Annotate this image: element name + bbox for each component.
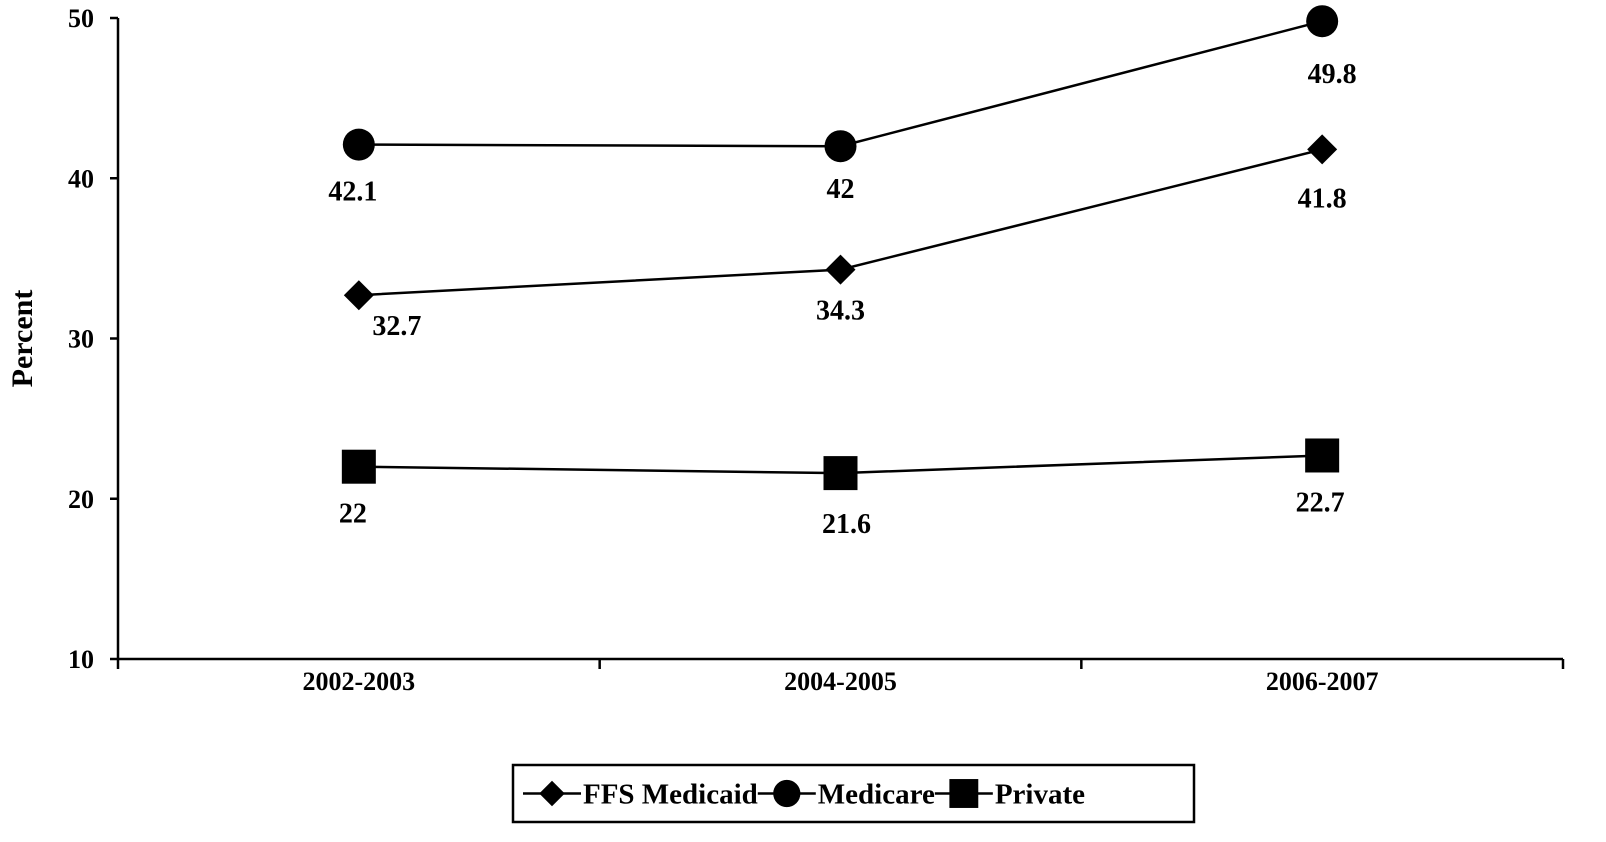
y-tick-label: 30 (68, 325, 94, 354)
legend-label-ffs-medicaid: FFS Medicaid (583, 779, 758, 811)
legend-label-private: Private (995, 779, 1085, 811)
series-lines (358, 19, 1323, 475)
legend-marker-medicare (773, 779, 801, 808)
legend-label-medicare: Medicare (818, 779, 935, 811)
axes: 10 20 30 40 50 2002-2003 2004-2005 2006-2007 Per… (6, 4, 1565, 696)
data-label-private: 22.7 (1296, 487, 1345, 518)
series-markers (341, 5, 1340, 491)
data-point-private (823, 456, 858, 491)
data-point-medicare (1306, 5, 1339, 38)
data-label-ffs-medicaid: 32.7 (372, 311, 421, 342)
data-label-private: 22 (339, 499, 367, 530)
data-point-private (341, 449, 376, 484)
x-tick-label: 2002-2003 (302, 667, 415, 696)
data-label-ffs-medicaid: 41.8 (1298, 183, 1347, 214)
data-point-ffs-medicaid (1307, 134, 1338, 165)
data-point-private (1305, 438, 1340, 473)
y-axis-label: Percent (6, 290, 39, 388)
series-line-medicare (358, 19, 1323, 148)
x-tick-label: 2004-2005 (784, 667, 897, 696)
y-tick-label: 40 (68, 164, 94, 193)
data-point-medicare (824, 130, 857, 163)
data-point-ffs-medicaid (343, 280, 374, 311)
x-tick-label: 2006-2007 (1266, 667, 1379, 696)
data-point-ffs-medicaid (825, 254, 856, 285)
legend-marker-ffs-medicaid (539, 780, 565, 807)
data-label-private: 21.6 (822, 509, 871, 540)
data-label-medicare: 42.1 (328, 177, 377, 208)
y-tick-label: 50 (68, 4, 94, 33)
y-tick-label: 20 (68, 485, 94, 514)
data-label-medicare: 42 (827, 174, 855, 205)
data-point-medicare (342, 128, 375, 161)
y-tick-label: 10 (68, 645, 94, 674)
data-label-ffs-medicaid: 34.3 (816, 296, 865, 327)
legend-marker-private (949, 779, 979, 808)
legend: FFS Medicaid Medicare Private (511, 763, 1196, 824)
data-labels: 32.7 34.3 41.8 42.1 42 49.8 22 21.6 22.7 (328, 59, 1356, 540)
legend-box (511, 763, 1196, 824)
data-label-medicare: 49.8 (1308, 59, 1357, 90)
